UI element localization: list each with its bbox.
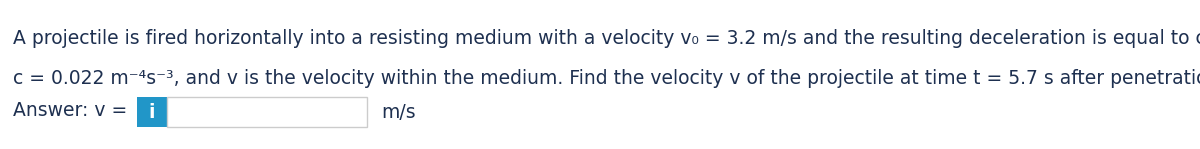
Text: A projectile is fired horizontally into a resisting medium with a velocity v₀ = : A projectile is fired horizontally into …	[13, 29, 1200, 48]
Text: Answer: v =: Answer: v =	[13, 101, 133, 121]
Text: i: i	[149, 103, 155, 121]
Text: c = 0.022 m⁻⁴s⁻³, and v is the velocity within the medium. Find the velocity v o: c = 0.022 m⁻⁴s⁻³, and v is the velocity …	[13, 69, 1200, 88]
Text: m/s: m/s	[382, 103, 415, 121]
FancyBboxPatch shape	[167, 97, 367, 127]
FancyBboxPatch shape	[137, 97, 167, 127]
